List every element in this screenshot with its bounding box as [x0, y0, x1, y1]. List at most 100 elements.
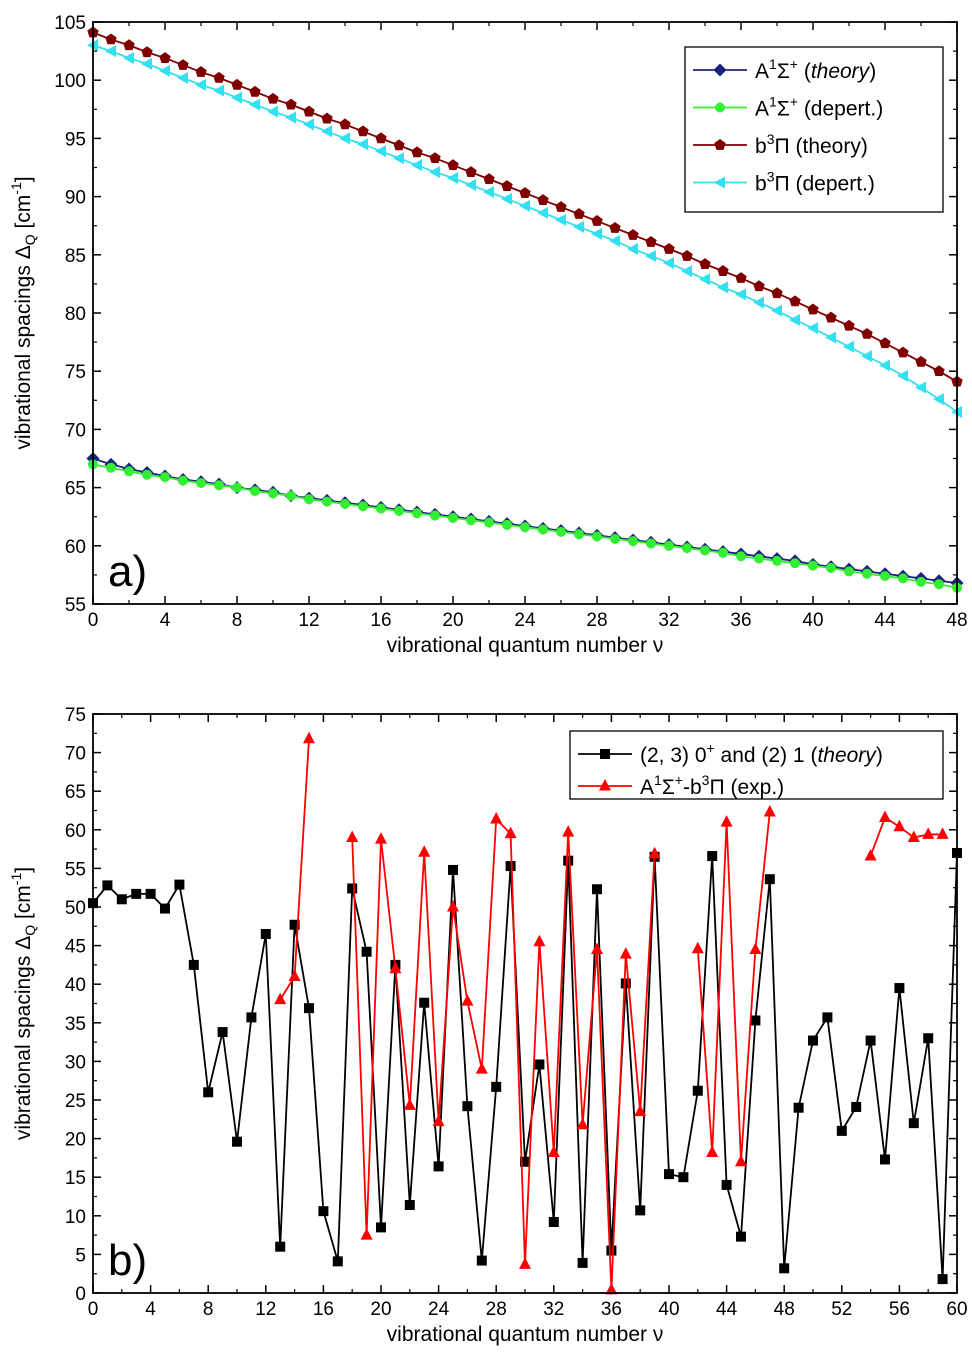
y-axis-title: vibrational spacings ΔQ [cm-1] — [8, 176, 38, 449]
data-point — [749, 942, 762, 954]
legend-swatch-marker — [715, 102, 725, 113]
data-point — [393, 139, 405, 151]
data-point — [332, 1256, 343, 1267]
data-point — [159, 52, 171, 63]
data-point — [717, 265, 729, 276]
data-point — [502, 519, 512, 530]
data-point — [534, 1059, 545, 1070]
x-tick-label: 60 — [946, 1299, 967, 1320]
data-point — [605, 1282, 618, 1295]
legend: (2, 3) 0+ and (2) 1 (theory) A1Σ+-b3Π (ex… — [569, 730, 944, 800]
legend-entry: A1Σ+ (depert.) — [693, 94, 883, 121]
data-point — [537, 206, 548, 219]
data-point — [897, 346, 909, 358]
legend-label: b3Π (depert.) — [755, 169, 875, 196]
legend-box — [684, 46, 944, 213]
data-point — [483, 185, 494, 198]
data-point — [825, 331, 836, 344]
data-point — [556, 526, 566, 537]
y-tick-label: 45 — [65, 937, 86, 958]
y-tick-label: 50 — [65, 898, 86, 919]
x-tick-label: 24 — [514, 610, 536, 631]
legend-label: A1Σ+-b3Π (exp.) — [640, 772, 784, 799]
y-tick-label: 10 — [65, 1207, 86, 1228]
x-tick-label: 24 — [428, 1299, 450, 1320]
data-point — [361, 946, 372, 957]
data-point — [347, 883, 358, 894]
data-point — [304, 494, 314, 505]
data-point — [753, 280, 765, 292]
data-point — [548, 1216, 559, 1227]
data-point — [646, 538, 656, 549]
data-point — [203, 1087, 214, 1098]
data-point — [936, 827, 949, 839]
data-point — [678, 1172, 689, 1183]
data-point — [771, 304, 782, 317]
y-tick-label: 75 — [65, 362, 86, 383]
x-tick-label: 32 — [543, 1299, 564, 1320]
data-point — [430, 510, 440, 521]
data-point — [321, 125, 332, 138]
data-point — [735, 1154, 747, 1167]
data-point — [429, 152, 441, 164]
data-layer — [88, 731, 962, 1295]
data-point — [691, 941, 704, 954]
data-point — [648, 846, 661, 859]
data-point — [576, 1117, 589, 1130]
data-point — [663, 242, 675, 254]
data-point — [681, 249, 693, 261]
data-point — [861, 327, 873, 339]
data-point — [339, 118, 351, 130]
data-layer — [86, 26, 964, 593]
data-point — [447, 159, 459, 171]
data-point — [289, 919, 300, 930]
data-point — [412, 508, 422, 519]
data-point — [177, 71, 188, 84]
data-point — [807, 322, 818, 335]
x-tick-label: 12 — [298, 610, 319, 631]
axis-ticks: 0 4 8 12 16 20 24 28 32 36 40 44 48 52 56 6005101520253… — [65, 705, 968, 1320]
y-tick-label: 55 — [65, 859, 86, 880]
data-point — [826, 562, 836, 573]
data-point — [764, 874, 775, 885]
legend-label: (2, 3) 0+ and (2) 1 (theory) — [640, 740, 883, 767]
data-point — [321, 112, 333, 124]
x-tick-label: 4 — [160, 610, 171, 631]
data-point — [754, 553, 764, 564]
data-point — [627, 242, 638, 255]
data-point — [718, 547, 728, 558]
x-tick-label: 40 — [658, 1299, 679, 1320]
data-point — [753, 296, 764, 309]
data-point — [606, 1245, 617, 1256]
y-tick-label: 25 — [65, 1091, 86, 1112]
data-point — [358, 501, 368, 512]
data-point — [448, 864, 458, 875]
data-point — [217, 1027, 228, 1038]
x-tick-label: 40 — [802, 610, 823, 631]
data-point — [360, 1228, 373, 1240]
data-point — [465, 178, 476, 191]
data-point — [141, 46, 153, 58]
data-point — [634, 1104, 647, 1117]
data-point — [418, 845, 431, 857]
data-point — [419, 997, 430, 1008]
data-point — [432, 1114, 445, 1127]
x-tick-label: 20 — [442, 610, 463, 631]
data-point — [537, 194, 549, 205]
data-point — [303, 118, 314, 131]
data-point — [706, 1145, 719, 1157]
data-point — [699, 273, 710, 286]
data-point — [491, 1081, 502, 1092]
data-point — [195, 66, 207, 77]
data-point — [285, 98, 297, 110]
data-point — [825, 311, 837, 323]
data-point — [177, 59, 189, 70]
data-point — [404, 1199, 415, 1210]
data-point — [862, 568, 872, 579]
data-point — [303, 731, 315, 744]
data-point — [376, 1222, 386, 1233]
data-point — [213, 84, 224, 97]
data-point — [620, 978, 631, 989]
x-tick-label: 56 — [889, 1299, 910, 1320]
